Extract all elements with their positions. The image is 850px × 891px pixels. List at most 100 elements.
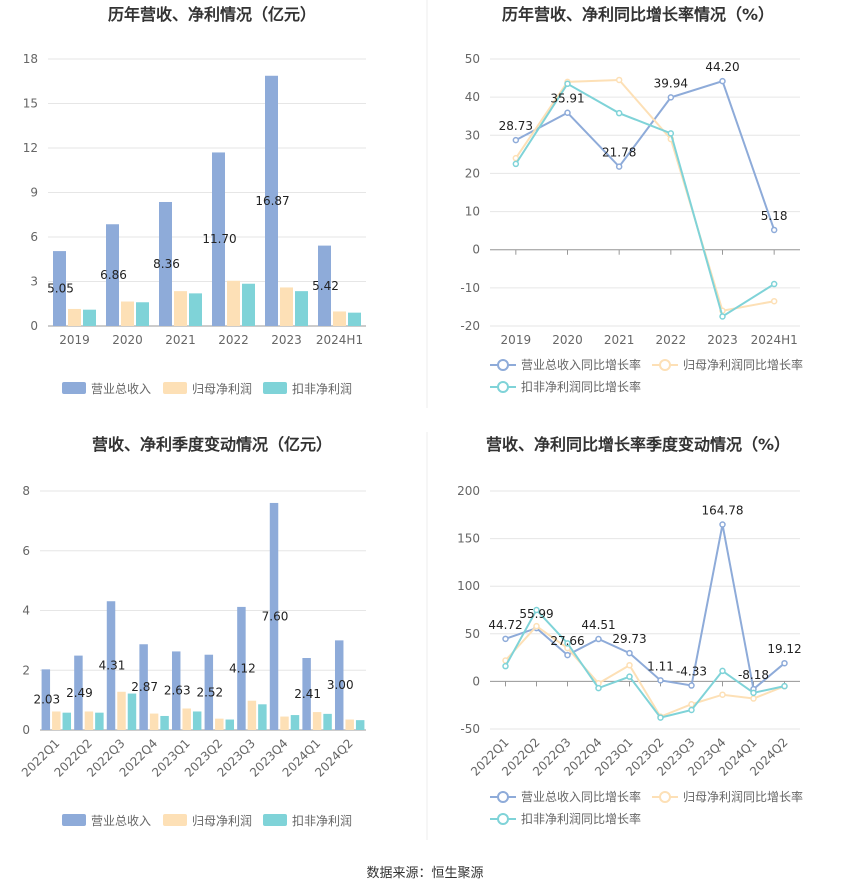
series-point-3 [564, 640, 571, 647]
series-line-1 [505, 524, 786, 692]
series-point-1 [615, 163, 623, 170]
bar-data-label: 2.52 [196, 685, 223, 699]
bar-2 [149, 713, 159, 730]
x-tick-label: 2023 [271, 333, 302, 347]
legend-label: 扣非净利润 [292, 814, 352, 828]
line-data-label: 28.73 [499, 119, 533, 133]
bar-3 [355, 720, 365, 730]
series-point-3 [595, 684, 602, 692]
x-tick-label: 2021 [165, 333, 196, 347]
bar-data-label: 11.70 [202, 232, 236, 246]
bar-3 [62, 712, 72, 730]
series-point-2 [688, 700, 695, 708]
line-data-label: 44.72 [488, 618, 522, 632]
line-data-label: 164.78 [702, 504, 744, 518]
line-data-label: -8.18 [738, 668, 769, 682]
bar-2 [247, 700, 257, 730]
line-data-label: 35.91 [550, 92, 584, 106]
series-point-3 [502, 662, 509, 670]
bar-2 [174, 291, 187, 326]
y-tick-label: 100 [457, 579, 480, 593]
bar-3 [290, 715, 300, 730]
y-tick-label: 4 [22, 604, 30, 618]
legend-label: 扣非净利润 [292, 382, 352, 396]
x-tick-label: 2019 [501, 333, 532, 347]
line-data-label: 44.20 [705, 60, 739, 74]
y-tick-label: 9 [30, 186, 38, 200]
y-tick-label: 40 [465, 90, 480, 104]
bar-data-label: 2.87 [131, 680, 158, 694]
x-tick-label: 2020 [552, 333, 583, 347]
y-tick-label: 6 [22, 544, 30, 558]
legend-swatch [263, 814, 287, 826]
line-data-label: 27.66 [550, 634, 584, 648]
data-source: 数据来源：恒生聚源 [366, 866, 484, 881]
chart-panel-1: 历年营收、净利情况（亿元） 0 3 6 9 12 15 18 2019 2020 2021 2022 2… [23, 5, 366, 396]
line-data-label: 5.18 [761, 209, 788, 223]
legend-label: 归母净利润同比增长率 [683, 789, 803, 804]
bar-1 [106, 601, 116, 730]
line-data-label: 39.94 [654, 76, 688, 90]
series-point-1 [564, 651, 571, 659]
bar-2 [84, 711, 94, 730]
legend-swatch [163, 814, 187, 826]
bar-1 [302, 658, 311, 730]
bar-data-label: 7.60 [262, 609, 289, 623]
y-tick-label: 10 [465, 205, 480, 219]
series-point-2 [750, 695, 757, 702]
legend-marker [497, 791, 509, 803]
series-point-2 [615, 76, 623, 84]
legend-label: 归母净利润 [192, 382, 252, 396]
legend-swatch [263, 382, 287, 394]
bar-1 [41, 669, 51, 730]
y-tick-label: 15 [23, 97, 38, 111]
line-data-label: 1.11 [647, 659, 674, 673]
bar-3 [83, 309, 96, 326]
bar-data-label: 2.03 [33, 693, 60, 707]
chart-title: 营收、净利季度变动情况（亿元） [92, 435, 332, 454]
legend-marker [497, 381, 509, 393]
y-tick-label: 0 [472, 243, 480, 257]
bar-data-label: 2.49 [66, 686, 93, 700]
legend-label: 归母净利润 [192, 814, 252, 828]
bar-3 [95, 712, 104, 730]
series-line-3 [504, 608, 785, 719]
bar-1 [74, 655, 83, 730]
y-tick-label: 3 [30, 275, 38, 289]
chart-title: 营收、净利同比增长率季度变动情况（%） [486, 435, 790, 454]
y-tick-label: 0 [472, 674, 480, 688]
y-tick-label: -20 [460, 319, 480, 333]
x-tick-label: 2019 [59, 333, 90, 347]
series-point-1 [770, 226, 778, 234]
bar-2 [52, 711, 61, 730]
bar-3 [323, 713, 332, 730]
x-tick-label: 2022 [656, 333, 687, 347]
legend-swatch [62, 382, 86, 394]
series-point-3 [533, 606, 540, 614]
y-tick-label: 2 [22, 663, 30, 677]
y-tick-label: 8 [22, 484, 30, 498]
legend-swatch [62, 814, 86, 826]
line-data-label: 21.78 [602, 146, 636, 160]
bar-data-label: 2.63 [164, 684, 191, 698]
bar-1 [318, 245, 331, 326]
bar-data-label: 8.36 [153, 257, 180, 271]
bar-2 [345, 719, 354, 730]
bar-data-label: 6.86 [100, 268, 127, 282]
chart-panel-4: 营收、净利同比增长率季度变动情况（%）-500501001502002022Q1… [457, 435, 803, 826]
legend-label: 营业总收入同比增长率 [521, 357, 641, 372]
line-data-label: 19.12 [767, 642, 801, 656]
series-point-1 [502, 635, 509, 643]
legend-marker [659, 791, 671, 803]
legend-swatch [163, 382, 187, 394]
bar-1 [139, 644, 148, 730]
chart-title: 历年营收、净利同比增长率情况（%） [502, 5, 774, 24]
series-point-3 [750, 689, 757, 697]
series-point-1 [781, 659, 788, 667]
bar-2 [280, 716, 289, 730]
bar-2 [312, 712, 322, 730]
bar-1 [106, 224, 119, 326]
y-tick-label: 50 [465, 627, 480, 641]
legend-label: 归母净利润同比增长率 [683, 357, 803, 372]
chart-panel-2: 历年营收、净利同比增长率情况（%） -20 -10 0 10 20 30 40 50 2019 20… [460, 5, 803, 394]
